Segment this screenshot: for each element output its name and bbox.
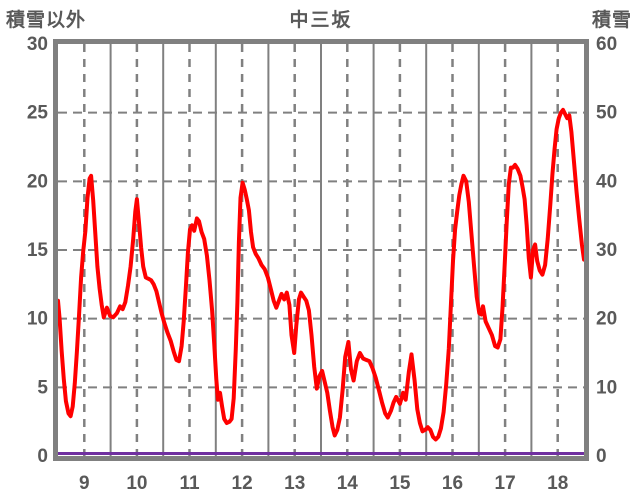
x-axis-tick-label: 18 xyxy=(547,473,568,494)
left-axis-tick-label: 20 xyxy=(27,171,48,192)
x-axis-tick-label: 15 xyxy=(389,473,411,494)
right-axis-tick-label: 40 xyxy=(596,171,617,192)
right-axis-tick-label: 20 xyxy=(596,309,617,330)
left-axis-tick-label: 10 xyxy=(27,309,48,330)
series-line-non-snow xyxy=(56,107,586,442)
right-axis-tick-label: 10 xyxy=(596,377,617,398)
x-axis-tick-label: 11 xyxy=(179,473,200,494)
x-axis-tick-label: 17 xyxy=(495,473,516,494)
x-axis-tick-label: 12 xyxy=(232,473,253,494)
left-axis-tick-label: 15 xyxy=(27,240,49,261)
right-axis-tick-label: 50 xyxy=(596,103,617,124)
x-axis-tick-label: 9 xyxy=(79,473,90,494)
x-axis-tick-label: 14 xyxy=(337,473,359,494)
left-axis-tick-label: 25 xyxy=(27,103,49,124)
left-axis-tick-label: 5 xyxy=(37,377,48,398)
x-axis-tick-label: 16 xyxy=(442,473,463,494)
left-axis-title: 積雪以外 xyxy=(6,10,87,31)
left-axis-tick-label: 0 xyxy=(37,446,48,467)
chart-title: 中三坂 xyxy=(289,10,353,31)
plot-border xyxy=(53,39,589,461)
right-axis-title: 積雪 xyxy=(591,10,632,31)
x-axis-tick-label: 13 xyxy=(284,473,305,494)
right-axis-tick-label: 0 xyxy=(596,446,607,467)
x-axis-tick-label: 10 xyxy=(126,473,147,494)
right-axis-tick-label: 60 xyxy=(596,34,617,55)
left-axis-tick-label: 30 xyxy=(27,34,48,55)
right-axis-tick-label: 30 xyxy=(596,240,617,261)
